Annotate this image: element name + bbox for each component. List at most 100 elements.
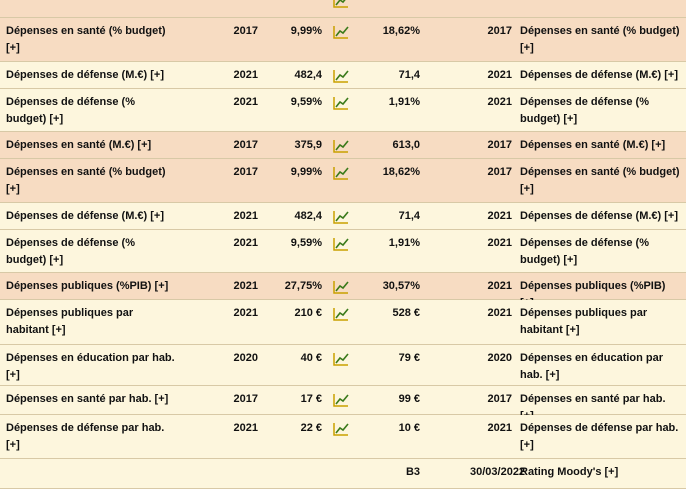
row-label-link[interactable]: Dépenses en santé (M.€) [+] — [520, 139, 666, 151]
value-cell: 18,62% — [382, 166, 420, 178]
row-label-link[interactable]: Dépenses de défense (% budget) [+] — [520, 237, 649, 266]
line-chart-icon[interactable] — [333, 237, 349, 251]
value-cell: 9,59% — [290, 96, 322, 108]
value-cell: 10 € — [398, 422, 420, 434]
year-cell: 2020 — [233, 352, 258, 364]
row-label-link[interactable]: Dépenses de défense (M.€) [+] — [6, 69, 165, 81]
row-label-link[interactable]: Dépenses en éducation par hab. [+] — [520, 352, 664, 381]
line-chart-icon[interactable] — [333, 139, 349, 153]
year-cell: 2021 — [487, 280, 512, 292]
year-cell: 2021 — [487, 69, 512, 81]
value-cell: 9,99% — [290, 25, 322, 37]
line-chart-icon[interactable] — [333, 210, 349, 224]
year-cell: 2021 — [487, 210, 512, 222]
row-label-link[interactable]: Dépenses en santé (% budget) [+] — [6, 25, 166, 54]
line-chart-icon[interactable] — [333, 25, 349, 39]
row-label-link[interactable]: Dépenses de défense par hab. [+] — [6, 422, 165, 451]
value-cell: 18,62% — [382, 25, 420, 37]
year-cell: 2021 — [487, 237, 512, 249]
row-label-link[interactable]: Dépenses de défense par hab. [+] — [520, 422, 679, 451]
value-cell: 71,4 — [398, 69, 420, 81]
table-row: Dépenses en santé (% budget) [+] 2017 9,99… — [0, 159, 686, 203]
value-cell: 22 € — [300, 422, 322, 434]
value-cell: 99 € — [398, 393, 420, 405]
line-chart-icon[interactable] — [333, 307, 349, 321]
value-cell: 17 € — [300, 393, 322, 405]
value-cell: 210 € — [294, 307, 322, 319]
year-cell: 2021 — [233, 422, 258, 434]
table-row: Dépenses en santé (% budget) [+] 2017 9,99… — [0, 18, 686, 62]
year-cell: 2017 — [487, 166, 512, 178]
year-cell: 2020 — [487, 352, 512, 364]
table-row: Dépenses de défense (% budget) [+] 2021 9,… — [0, 230, 686, 273]
value-cell: 9,99% — [290, 166, 322, 178]
table-row: Dépenses de défense par hab. [+] 2021 22 €… — [0, 415, 686, 459]
value-cell: 30,57% — [382, 280, 420, 292]
year-cell: 2017 — [487, 25, 512, 37]
line-chart-icon[interactable] — [333, 280, 349, 294]
line-chart-icon[interactable] — [333, 69, 349, 83]
row-label-link[interactable]: Dépenses publiques par habitant [+] — [520, 307, 648, 336]
year-cell: 2021 — [487, 307, 512, 319]
row-label-link[interactable]: Dépenses de défense (M.€) [+] — [520, 210, 679, 222]
table-row: Dépenses de défense (% budget) [+] 2021 9,… — [0, 89, 686, 132]
year-cell: 2017 — [233, 393, 258, 405]
year-cell: 2017 — [233, 166, 258, 178]
year-cell: 2021 — [233, 69, 258, 81]
year-cell: 2021 — [233, 237, 258, 249]
row-label-link[interactable]: Dépenses en santé (M.€) [+] — [6, 139, 152, 151]
year-cell: 2017 — [487, 393, 512, 405]
value-cell: 482,4 — [294, 69, 322, 81]
value-cell: 27,75% — [284, 280, 322, 292]
year-cell: 2017 — [233, 25, 258, 37]
value-cell: 613,0 — [392, 139, 420, 151]
table-row: Dépenses publiques (%PIB) [+] 2021 27,75% 3… — [0, 273, 686, 309]
row-label-link[interactable]: Dépenses publiques par habitant [+] — [6, 307, 134, 336]
year-cell: 2021 — [487, 422, 512, 434]
row-label-link[interactable]: Dépenses en santé par hab. [+] — [6, 393, 169, 405]
row-label-link[interactable]: Rating Moody's [+] — [520, 466, 619, 478]
value-cell: 79 € — [398, 352, 420, 364]
value-cell: 482,4 — [294, 210, 322, 222]
row-label-link[interactable]: Dépenses de défense (% budget) [+] — [6, 237, 135, 266]
line-chart-icon[interactable] — [333, 166, 349, 180]
value-cell: 1,91% — [388, 96, 420, 108]
year-cell: 2021 — [233, 96, 258, 108]
row-label-link[interactable]: Dépenses de défense (% budget) [+] — [520, 96, 649, 125]
line-chart-icon[interactable] — [333, 96, 349, 110]
table-row: Dépenses de défense (M.€) [+] 2021 482,4 71… — [0, 62, 686, 89]
table-row: Dépenses en santé (M.€) [+] 2017 375,9 613,… — [0, 132, 686, 159]
year-cell: 2021 — [233, 307, 258, 319]
value-cell: 528 € — [392, 307, 420, 319]
year-cell: 2021 — [487, 96, 512, 108]
line-chart-icon[interactable] — [333, 0, 349, 8]
year-cell: 2021 — [233, 210, 258, 222]
value-cell: B3 — [405, 466, 420, 478]
value-cell: 71,4 — [398, 210, 420, 222]
value-cell: 9,59% — [290, 237, 322, 249]
line-chart-icon[interactable] — [333, 393, 349, 407]
table-row: Dépenses publiques par habitant [+] 2021 2… — [0, 300, 686, 345]
line-chart-icon[interactable] — [333, 352, 349, 366]
line-chart-icon[interactable] — [333, 422, 349, 436]
row-label-link[interactable]: Dépenses en santé (% budget) [+] — [6, 166, 166, 195]
table-row — [0, 0, 686, 18]
table-row: Dépenses en éducation par hab. [+] 2020 40… — [0, 345, 686, 386]
value-cell: 1,91% — [388, 237, 420, 249]
row-label-link[interactable]: Dépenses en éducation par hab. [+] — [6, 352, 175, 381]
row-label-link[interactable]: Dépenses de défense (% budget) [+] — [6, 96, 135, 125]
row-label-link[interactable]: Dépenses de défense (M.€) [+] — [520, 69, 679, 81]
row-label-link[interactable]: Dépenses publiques (%PIB) [+] — [6, 280, 169, 292]
year-cell: 2017 — [233, 139, 258, 151]
table-row: Dépenses de défense (M.€) [+] 2021 482,4 71… — [0, 203, 686, 230]
table-row: Dépenses en santé par hab. [+] 2017 17 € 99… — [0, 386, 686, 422]
row-label-link[interactable]: Dépenses en santé (% budget) [+] — [520, 166, 680, 195]
value-cell: 40 € — [300, 352, 322, 364]
row-label-link[interactable]: Dépenses en santé (% budget) [+] — [520, 25, 680, 54]
year-cell: 30/03/2022 — [470, 466, 526, 478]
value-cell: 375,9 — [294, 139, 322, 151]
row-label-link[interactable]: Dépenses de défense (M.€) [+] — [6, 210, 165, 222]
year-cell: 2021 — [233, 280, 258, 292]
table-row: B3 30/03/2022 Rating Moody's [+] — [0, 459, 686, 489]
